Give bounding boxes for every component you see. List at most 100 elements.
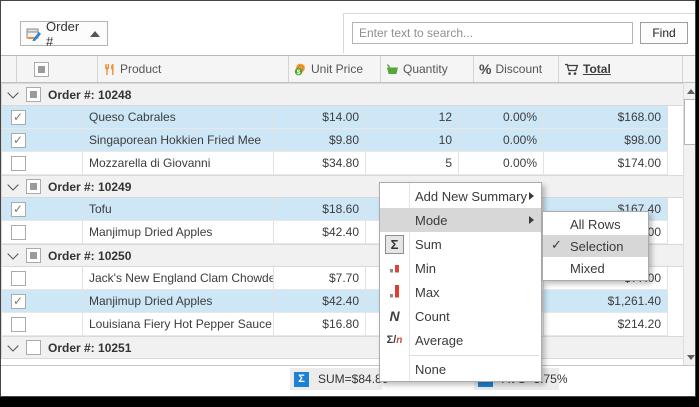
row-checkbox[interactable] [11,201,26,217]
row-checkbox[interactable] [11,109,26,125]
menu-item-mode[interactable]: Mode [380,208,541,232]
product-cell: Mozzarella di Giovanni [83,152,274,175]
row-checkbox[interactable] [11,293,26,309]
sum-sigma-icon: Σ [385,234,404,254]
submenu-arrow-icon [529,216,534,224]
chevron-down-icon[interactable] [7,339,19,352]
coins-icon: $ [294,63,307,76]
table-row[interactable]: Louisiana Fiery Hot Pepper Sauce $16.80 … [1,313,683,336]
vertical-scrollbar[interactable] [683,83,695,365]
group-by-chip-order[interactable]: Order # [20,18,108,49]
table-row[interactable]: Manjimup Dried Apples $42.40 0.00% $696.… [1,221,683,244]
chevron-down-icon[interactable] [7,178,19,191]
submenu-item-selection[interactable]: ✓ Selection [543,235,648,257]
column-header-discount[interactable]: % Discount [474,56,559,82]
submenu-item-mixed[interactable]: Mixed [570,260,605,276]
submenu-item-all-rows[interactable]: All Rows [570,216,621,232]
find-button[interactable]: Find [640,22,688,44]
scrollbar-thumb[interactable] [684,99,695,145]
arrow-up-icon [686,88,695,94]
menu-item-add-new-summary[interactable]: Add New Summary [380,184,541,208]
sum-value: SUM=$84.80 [318,372,389,386]
header-select-all[interactable] [17,56,98,82]
quantity-cell: 5 [366,152,459,175]
table-row[interactable]: Mozzarella di Giovanni $34.80 5 0.00% $1… [1,152,683,175]
table-row[interactable]: Singaporean Hokkien Fried Mee $9.80 10 0… [1,129,683,152]
discount-cell: 0.00% [459,106,544,129]
search-input[interactable] [352,22,633,44]
column-header-quantity[interactable]: Quantity [381,56,474,82]
product-cell: Tofu [83,198,274,221]
row-checkbox[interactable] [11,132,26,148]
sigma-icon: Σ [294,371,309,387]
max-bars-icon [389,284,401,301]
group-checkbox[interactable] [26,87,41,102]
product-cell: Louisiana Fiery Hot Pepper Sauce [83,313,274,336]
menu-item-count[interactable]: N Count [389,308,450,324]
summary-context-menu: Add New Summary Mode Σ Sum Min Max N Cou… [379,182,542,382]
group-chip-label: Order # [46,18,80,49]
column-header-product-label: Product [120,62,162,76]
column-header-unit-price[interactable]: $ Unit Price [289,56,381,82]
unit-price-cell: $16.80 [274,313,366,336]
unit-price-cell: $14.00 [274,106,366,129]
scroll-up-button[interactable] [684,83,695,99]
group-row-10251[interactable]: Order #: 10251 [1,336,683,359]
total-cell: $214.20 [544,313,668,336]
menu-item-none[interactable]: None [415,362,447,377]
column-header-quantity-label: Quantity [403,62,448,76]
row-checkbox[interactable] [11,224,26,240]
grouped-column-icon [26,27,42,41]
product-cell: Singaporean Hokkien Fried Mee [83,129,274,152]
total-cell: $168.00 [544,106,668,129]
menu-item-sum[interactable]: Σ Sum [380,232,541,256]
submenu-arrow-icon [529,192,534,200]
chevron-down-icon[interactable] [7,247,19,260]
sort-ascending-icon [90,30,100,37]
unit-price-cell: $42.40 [274,221,366,244]
select-all-checkbox[interactable] [34,61,49,77]
unit-price-cell: $18.60 [274,198,366,221]
svg-text:$: $ [297,69,301,76]
total-cell: $1,261.40 [544,290,668,313]
count-icon: N [389,308,400,324]
column-header-unit-price-label: Unit Price [311,62,364,76]
footer-sum-summary[interactable]: Σ SUM=$84.80 [290,368,388,390]
row-checkbox[interactable] [11,316,26,332]
table-row[interactable]: Manjimup Dried Apples $42.40 0.00% $1,26… [1,290,683,313]
percent-icon: % [479,61,492,77]
discount-cell: 0.00% [459,152,544,175]
mode-submenu: All Rows ✓ Selection Mixed [542,211,649,281]
row-checkbox[interactable] [11,155,26,171]
table-row[interactable]: Queso Cabrales $14.00 12 0.00% $168.00 [1,106,683,129]
column-header-discount-label: Discount [495,62,543,76]
menu-item-average[interactable]: Σ/n Average [386,332,464,348]
basket-icon [386,63,399,75]
group-checkbox[interactable] [26,248,41,263]
total-cell: $98.00 [544,129,668,152]
header-indicator-cell [1,56,17,82]
unit-price-cell: $7.70 [274,267,366,290]
group-row-10248[interactable]: Order #: 10248 [1,83,683,106]
quantity-cell: 10 [366,129,459,152]
group-checkbox[interactable] [26,179,41,194]
product-cell: Manjimup Dried Apples [83,221,274,244]
unit-price-cell: $9.80 [274,129,366,152]
column-header-total[interactable]: Total [559,56,683,82]
average-icon: Σ/n [386,334,403,346]
menu-separator [410,355,539,356]
quantity-cell: 12 [366,106,459,129]
group-checkbox[interactable] [26,340,41,355]
menu-item-max[interactable]: Max [380,280,541,304]
group-row-10249[interactable]: Order #: 10249 [1,175,683,198]
unit-price-cell: $34.80 [274,152,366,175]
group-label: Order #: 10250 [48,248,132,263]
product-cell: Jack's New England Clam Chowder [83,267,274,290]
column-header-product[interactable]: Product [98,56,289,82]
cart-icon [564,63,579,76]
scroll-down-button[interactable] [684,349,695,365]
menu-item-min[interactable]: Min [380,256,541,280]
row-checkbox[interactable] [11,270,26,286]
discount-cell: 0.00% [459,129,544,152]
chevron-down-icon[interactable] [7,86,19,99]
